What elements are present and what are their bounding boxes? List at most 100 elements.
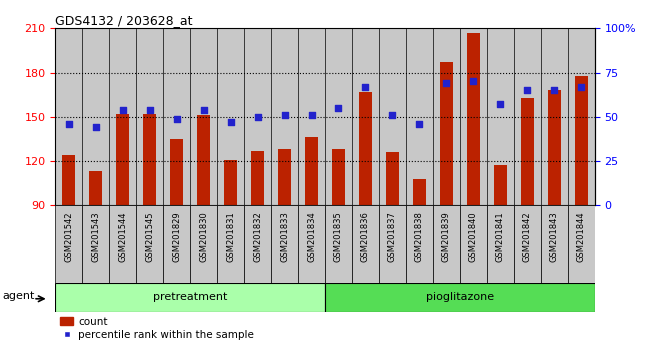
Bar: [278, 149, 291, 205]
Bar: [352, 28, 379, 205]
Bar: [406, 28, 433, 205]
Bar: [568, 28, 595, 205]
Text: GSM201842: GSM201842: [523, 212, 532, 262]
Bar: [514, 205, 541, 283]
Bar: [575, 75, 588, 205]
Bar: [568, 205, 595, 283]
Bar: [55, 205, 83, 283]
Bar: [359, 92, 372, 205]
Text: GSM201833: GSM201833: [280, 212, 289, 262]
Bar: [332, 149, 345, 205]
Bar: [244, 205, 271, 283]
Text: GDS4132 / 203628_at: GDS4132 / 203628_at: [55, 14, 193, 27]
Point: [90, 125, 101, 130]
Bar: [325, 28, 352, 205]
Point: [306, 112, 317, 118]
Text: GSM201542: GSM201542: [64, 212, 73, 262]
Bar: [433, 205, 460, 283]
Bar: [82, 205, 109, 283]
Bar: [439, 62, 453, 205]
Text: GSM201840: GSM201840: [469, 212, 478, 262]
Bar: [116, 114, 129, 205]
Point: [280, 112, 290, 118]
Bar: [143, 114, 157, 205]
Bar: [406, 205, 433, 283]
Point: [549, 87, 560, 93]
Point: [387, 112, 398, 118]
Point: [333, 105, 344, 111]
Bar: [325, 205, 352, 283]
Text: GSM201837: GSM201837: [388, 212, 397, 262]
Point: [468, 79, 478, 84]
Bar: [541, 28, 568, 205]
Bar: [298, 205, 325, 283]
Text: GSM201543: GSM201543: [91, 212, 100, 262]
Bar: [170, 139, 183, 205]
Text: GSM201844: GSM201844: [577, 212, 586, 262]
Bar: [325, 283, 595, 312]
Bar: [514, 28, 541, 205]
Bar: [163, 205, 190, 283]
Bar: [433, 28, 460, 205]
Bar: [136, 205, 163, 283]
Bar: [460, 28, 487, 205]
Text: pretreatment: pretreatment: [153, 292, 228, 302]
Bar: [521, 98, 534, 205]
Point: [576, 84, 586, 90]
Bar: [82, 28, 109, 205]
Text: pioglitazone: pioglitazone: [426, 292, 494, 302]
Bar: [197, 115, 211, 205]
Point: [226, 119, 236, 125]
Bar: [55, 283, 325, 312]
Text: GSM201835: GSM201835: [334, 212, 343, 262]
Text: GSM201544: GSM201544: [118, 212, 127, 262]
Bar: [493, 166, 507, 205]
Bar: [379, 28, 406, 205]
Bar: [487, 28, 514, 205]
Bar: [217, 28, 244, 205]
Text: GSM201834: GSM201834: [307, 212, 316, 262]
Point: [198, 107, 209, 113]
Point: [144, 107, 155, 113]
Bar: [352, 205, 379, 283]
Text: GSM201843: GSM201843: [550, 212, 559, 262]
Text: GSM201841: GSM201841: [496, 212, 505, 262]
Text: GSM201838: GSM201838: [415, 212, 424, 262]
Point: [64, 121, 74, 127]
Bar: [305, 137, 318, 205]
Bar: [89, 171, 103, 205]
Legend: count, percentile rank within the sample: count, percentile rank within the sample: [60, 317, 254, 340]
Bar: [460, 205, 487, 283]
Bar: [547, 90, 561, 205]
Bar: [217, 205, 244, 283]
Bar: [244, 28, 271, 205]
Bar: [190, 28, 217, 205]
Bar: [298, 28, 325, 205]
Text: GSM201545: GSM201545: [145, 212, 154, 262]
Text: agent: agent: [3, 291, 35, 301]
Text: GSM201831: GSM201831: [226, 212, 235, 262]
Point: [522, 87, 532, 93]
Point: [414, 121, 424, 127]
Text: GSM201830: GSM201830: [199, 212, 208, 262]
Point: [172, 116, 182, 121]
Bar: [271, 205, 298, 283]
Bar: [487, 205, 514, 283]
Bar: [467, 33, 480, 205]
Point: [495, 102, 506, 107]
Bar: [55, 28, 83, 205]
Text: GSM201832: GSM201832: [253, 212, 262, 262]
Text: GSM201839: GSM201839: [442, 212, 451, 262]
Point: [441, 80, 452, 86]
Bar: [109, 205, 136, 283]
Bar: [62, 155, 75, 205]
Bar: [379, 205, 406, 283]
Bar: [385, 152, 399, 205]
Bar: [271, 28, 298, 205]
Bar: [163, 28, 190, 205]
Bar: [136, 28, 163, 205]
Bar: [109, 28, 136, 205]
Bar: [190, 205, 217, 283]
Bar: [413, 179, 426, 205]
Text: GSM201836: GSM201836: [361, 212, 370, 262]
